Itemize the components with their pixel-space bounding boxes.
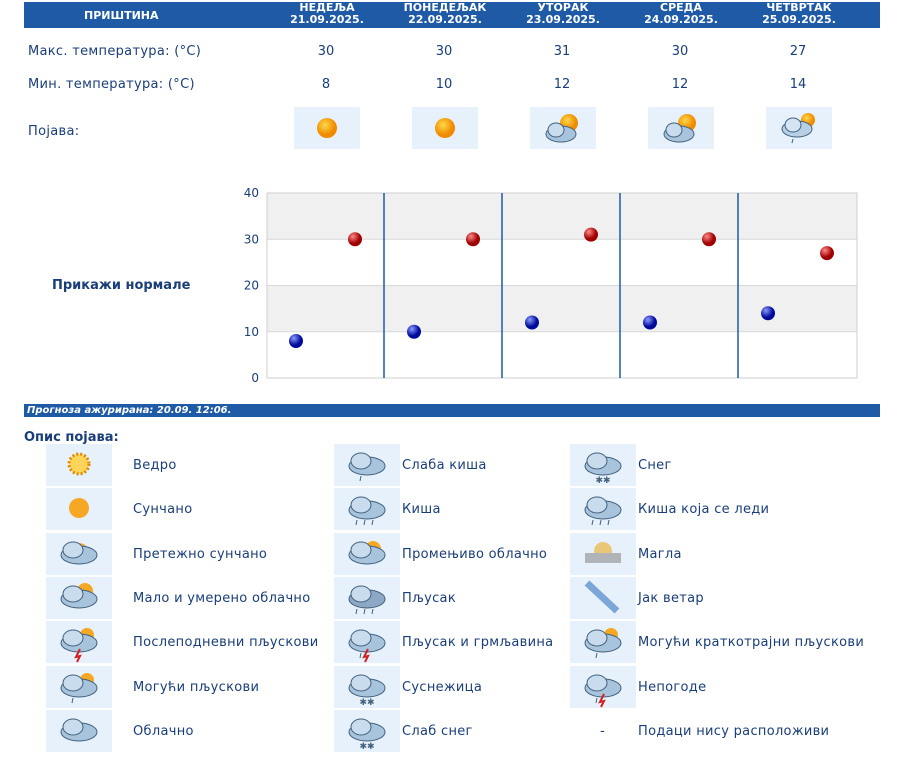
min-temp-value: 12: [671, 77, 689, 92]
max-temp-point: [584, 227, 598, 242]
legend-label: Могући краткотрајни пљускови: [638, 635, 865, 651]
sun-icon: [294, 107, 360, 149]
svg-text:✱✱: ✱✱: [595, 476, 610, 486]
legend-label: Киша: [402, 502, 441, 518]
city-name: ПРИШТИНА: [84, 9, 159, 22]
min-temp-point: [407, 324, 421, 339]
legend-label: Пљусак: [402, 590, 456, 606]
forecast-header: ПРИШТИНА НЕДЕЉА 21.09.2025. ПОНЕДЕЉАК 22.0…: [24, 2, 880, 28]
max-temp-point: [702, 232, 716, 247]
afternoon-showers-icon: [46, 621, 112, 664]
legend-label: Киша која се леди: [638, 502, 770, 518]
thunder-shower-icon: [334, 621, 400, 664]
no-data-dash: -: [600, 723, 605, 739]
min-temp-point: [525, 315, 539, 330]
temperature-chart: 0 10 20 30 40: [244, 186, 858, 385]
shower-icon: [334, 576, 400, 619]
cloud-sun-rain-icon: [766, 107, 832, 149]
legend-label: Послеподневни пљускови: [133, 635, 319, 651]
strong-wind-icon: [570, 576, 636, 619]
max-temp-value: 30: [671, 44, 689, 59]
svg-text:✱✱: ✱✱: [359, 742, 374, 752]
legend-label: Сунчано: [133, 502, 193, 518]
legend-label: Облачно: [133, 723, 194, 739]
legend-label: Магла: [638, 546, 682, 562]
day-header: НЕДЕЉА 21.09.2025.: [290, 1, 364, 26]
show-normals-link[interactable]: Прикажи нормале: [52, 278, 191, 293]
freezing-rain-icon: [570, 488, 636, 531]
snow-icon: ✱✱: [570, 444, 636, 486]
day-header: УТОРАК 23.09.2025.: [526, 1, 600, 26]
forecast-updated: Прогноза ажурирана: 20.09. 12:06.: [24, 404, 880, 417]
legend-title: Опис појава:: [24, 430, 119, 445]
min-temp-value: 8: [321, 77, 331, 92]
legend-label: Претежно сунчано: [133, 546, 268, 562]
max-temp-value: 30: [317, 44, 335, 59]
fog-icon: [570, 532, 636, 575]
sun-behind-clouds-icon: [648, 107, 714, 149]
max-temp-value: 27: [789, 44, 807, 59]
legend-label: Слаба киша: [402, 458, 487, 473]
y-tick-label: 30: [244, 232, 259, 246]
storm-icon: [570, 665, 636, 708]
legend-label: Промењиво облачно: [402, 546, 548, 562]
sun-behind-clouds-icon: [530, 107, 596, 149]
grid-band: [267, 331, 857, 378]
y-tick-label: 20: [244, 279, 259, 293]
legend-label: Снег: [638, 458, 672, 473]
legend-label: Мало и умерено облачно: [133, 590, 311, 606]
max-temp-label: Макс. температура: (°C): [28, 44, 202, 59]
phenomenon-label: Појава:: [28, 124, 80, 139]
partly-cloudy-icon: [46, 576, 112, 619]
max-temp-value: 30: [435, 44, 453, 59]
max-temp-value: 31: [553, 44, 571, 59]
rain-icon: [334, 488, 400, 531]
legend-label: Непогоде: [638, 679, 707, 695]
possible-showers-icon: [46, 665, 112, 708]
grid-band: [267, 285, 857, 332]
y-tick-label: 0: [251, 371, 259, 385]
mostly-sunny-icon: [46, 532, 112, 575]
sun-icon: [412, 107, 478, 149]
y-tick-label: 40: [244, 186, 259, 200]
min-temp-value: 14: [789, 77, 807, 92]
y-tick-label: 10: [244, 325, 259, 339]
legend-label: Слаб снег: [402, 723, 473, 739]
legend-label: Ведро: [133, 458, 177, 473]
grid-band: [267, 193, 857, 240]
legend-label: Могући пљускови: [133, 679, 260, 695]
max-temp-point: [820, 246, 834, 261]
min-temp-value: 12: [553, 77, 571, 92]
sun-icon: [46, 488, 112, 531]
cloud-icon: [46, 709, 112, 752]
variable-cloudy-icon: [334, 532, 400, 575]
day-header: СРЕДА 24.09.2025.: [644, 1, 718, 26]
min-temp-point: [643, 315, 657, 330]
sleet-icon: ✱✱: [334, 665, 400, 708]
svg-text:✱✱: ✱✱: [359, 698, 374, 708]
min-temp-label: Мин. температура: (°C): [28, 77, 195, 92]
min-temp-point: [761, 306, 775, 321]
plot-frame: [266, 192, 858, 379]
clear-sun-icon: [46, 444, 112, 486]
legend-label: Суснежица: [402, 679, 483, 695]
light-rain-icon: [334, 444, 400, 486]
legend-label: Пљусак и грмљавина: [402, 635, 554, 651]
legend-label: Јак ветар: [638, 590, 704, 606]
grid-band: [267, 239, 857, 286]
legend-label: Подаци нису расположиви: [638, 723, 830, 739]
max-temp-point: [348, 232, 362, 247]
light-snow-icon: ✱✱: [334, 709, 400, 752]
min-temp-value: 10: [435, 77, 453, 92]
max-temp-point: [466, 232, 480, 247]
day-header: ПОНЕДЕЉАК 22.09.2025.: [403, 1, 487, 26]
min-temp-point: [289, 334, 303, 348]
day-header: ЧЕТВРТАК 25.09.2025.: [762, 1, 836, 26]
brief-showers-icon: [570, 621, 636, 664]
